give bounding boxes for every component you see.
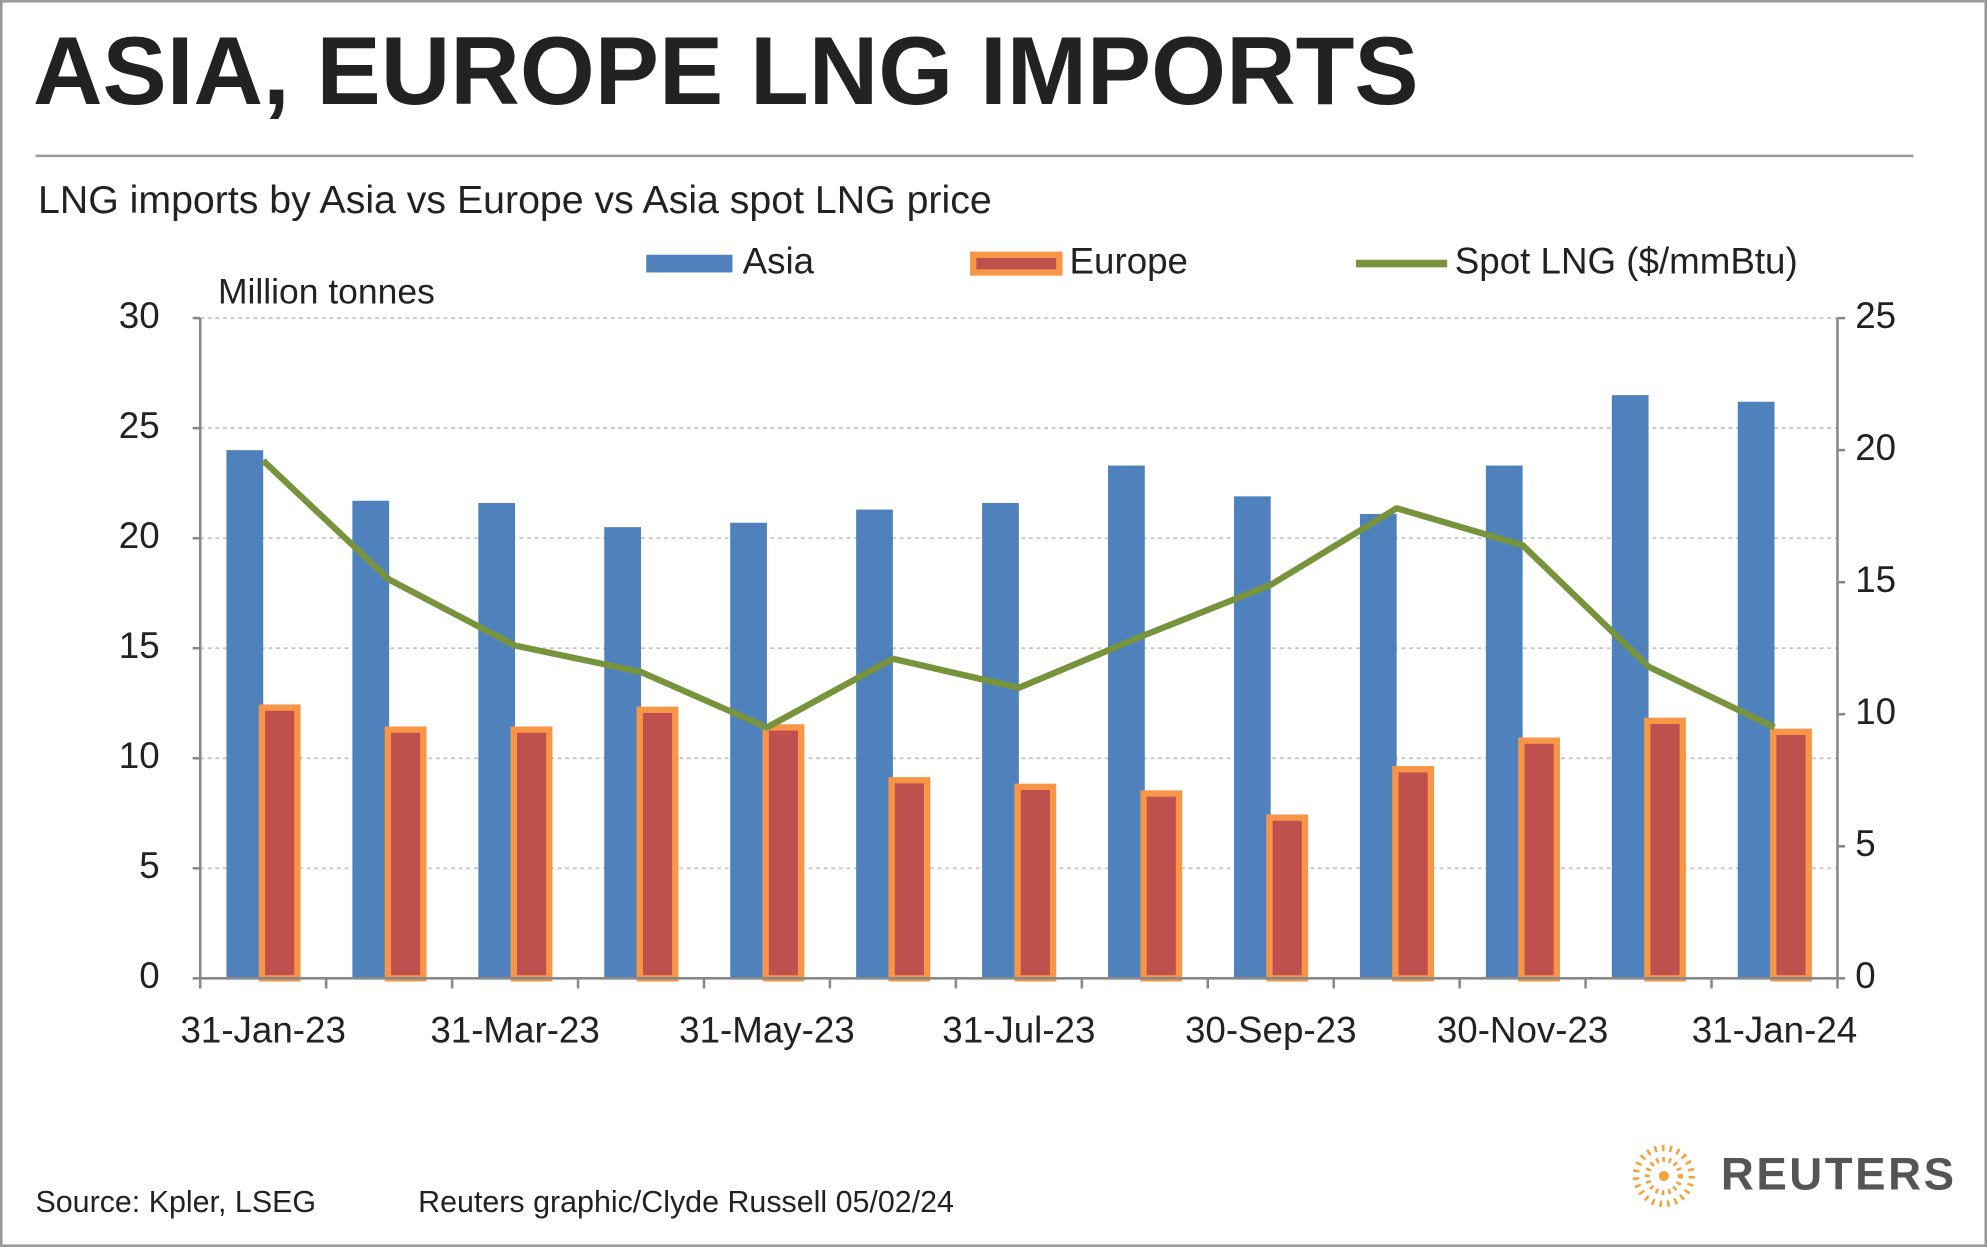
bar: [1392, 766, 1435, 982]
bar: [352, 500, 390, 979]
bar: [1770, 728, 1812, 982]
legend-swatch: [970, 251, 1063, 276]
legend-swatch: [646, 254, 733, 273]
bar: [856, 509, 893, 979]
bar: [1359, 513, 1397, 979]
legend-label: Europe: [1070, 240, 1188, 281]
x-tick-label: 30-Nov-23: [1437, 1010, 1609, 1051]
bar: [1611, 395, 1649, 979]
bar: [604, 527, 642, 979]
bar: [1518, 737, 1560, 982]
logo-icon: [1632, 1144, 1695, 1208]
y2-tick-label: 0: [1855, 955, 1875, 996]
bar: [510, 726, 553, 982]
bar: [730, 522, 767, 979]
y2-tick-label: 20: [1855, 427, 1896, 468]
bar: [478, 502, 516, 979]
bar: [1140, 790, 1183, 982]
bar: [226, 450, 264, 979]
bar: [762, 724, 805, 982]
y-axis-label: Million tonnes: [218, 271, 435, 311]
chart-subtitle: LNG imports by Asia vs Europe vs Asia sp…: [38, 178, 992, 222]
y2-tick-label: 10: [1855, 691, 1896, 732]
bar: [1108, 465, 1145, 979]
bar: [258, 704, 301, 982]
y-tick-label: 30: [119, 295, 160, 336]
bar: [1266, 814, 1309, 982]
x-tick-label: 31-Jan-23: [180, 1010, 345, 1051]
bar: [982, 502, 1019, 979]
y-tick-label: 15: [119, 625, 160, 666]
legend-label: Spot LNG ($/mmBtu): [1455, 240, 1798, 281]
bar: [1485, 465, 1523, 979]
y-tick-label: 25: [119, 405, 160, 446]
credit: Reuters graphic/Clyde Russell 05/02/24: [418, 1185, 954, 1219]
legend-label: Asia: [743, 240, 815, 281]
x-tick-label: 31-Jan-24: [1692, 1010, 1857, 1051]
y2-tick-label: 25: [1855, 295, 1896, 336]
bar: [1014, 783, 1057, 982]
bar: [1233, 496, 1271, 979]
y-tick-label: 20: [119, 515, 160, 556]
x-tick-label: 31-Jul-23: [942, 1010, 1095, 1051]
chart-title: ASIA, EUROPE LNG IMPORTS: [33, 18, 1419, 125]
bar: [384, 726, 427, 982]
bar: [1737, 401, 1775, 979]
source: Source: Kpler, LSEG: [35, 1185, 316, 1219]
line: [261, 458, 1776, 731]
y2-tick-label: 15: [1855, 559, 1896, 600]
logo-text: REUTERS: [1721, 1148, 1957, 1199]
x-tick-label: 31-May-23: [679, 1010, 855, 1051]
y-tick-label: 0: [139, 955, 159, 996]
bar: [888, 777, 931, 982]
bar: [1644, 717, 1686, 982]
x-tick-label: 31-Mar-23: [430, 1010, 599, 1051]
y-tick-label: 5: [139, 845, 159, 886]
x-tick-label: 30-Sep-23: [1185, 1010, 1357, 1051]
bar: [636, 706, 679, 982]
y2-tick-label: 5: [1855, 823, 1875, 864]
y-tick-label: 10: [119, 735, 160, 776]
